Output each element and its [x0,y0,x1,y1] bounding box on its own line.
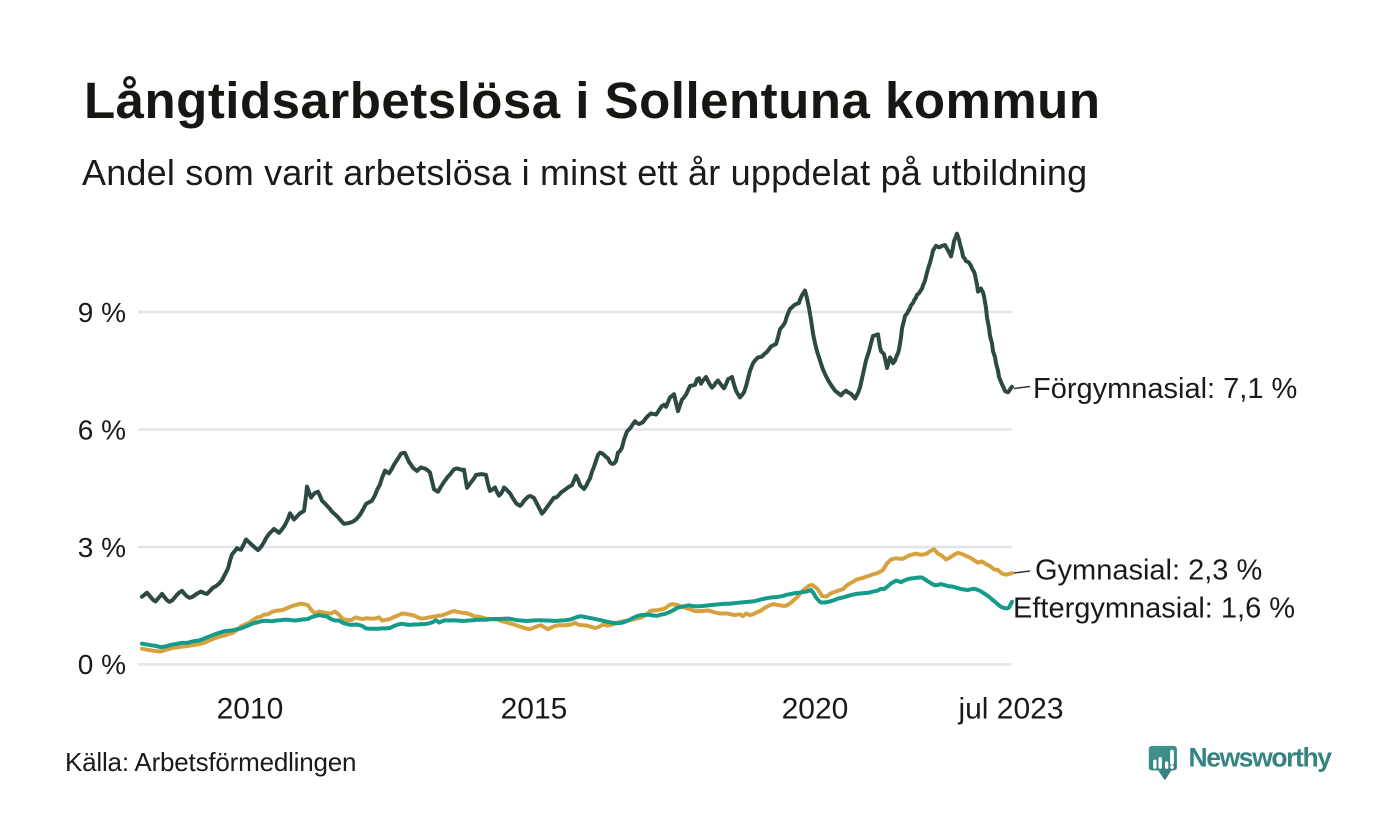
svg-text:2020: 2020 [782,693,849,726]
svg-text:3 %: 3 % [78,532,126,563]
svg-text:2010: 2010 [217,693,284,726]
svg-text:0 %: 0 % [78,649,126,680]
svg-text:Newsworthy: Newsworthy [1189,742,1333,772]
svg-text:9 %: 9 % [78,297,126,328]
svg-text:2015: 2015 [501,693,568,726]
svg-text:6 %: 6 % [78,414,126,445]
svg-text:Gymnasial: 2,3 %: Gymnasial: 2,3 % [1035,555,1262,587]
svg-text:Eftergymnasial: 1,6 %: Eftergymnasial: 1,6 % [1013,593,1295,625]
svg-text:jul 2023: jul 2023 [957,693,1063,726]
svg-text:Förgymnasial: 7,1 %: Förgymnasial: 7,1 % [1033,373,1297,405]
